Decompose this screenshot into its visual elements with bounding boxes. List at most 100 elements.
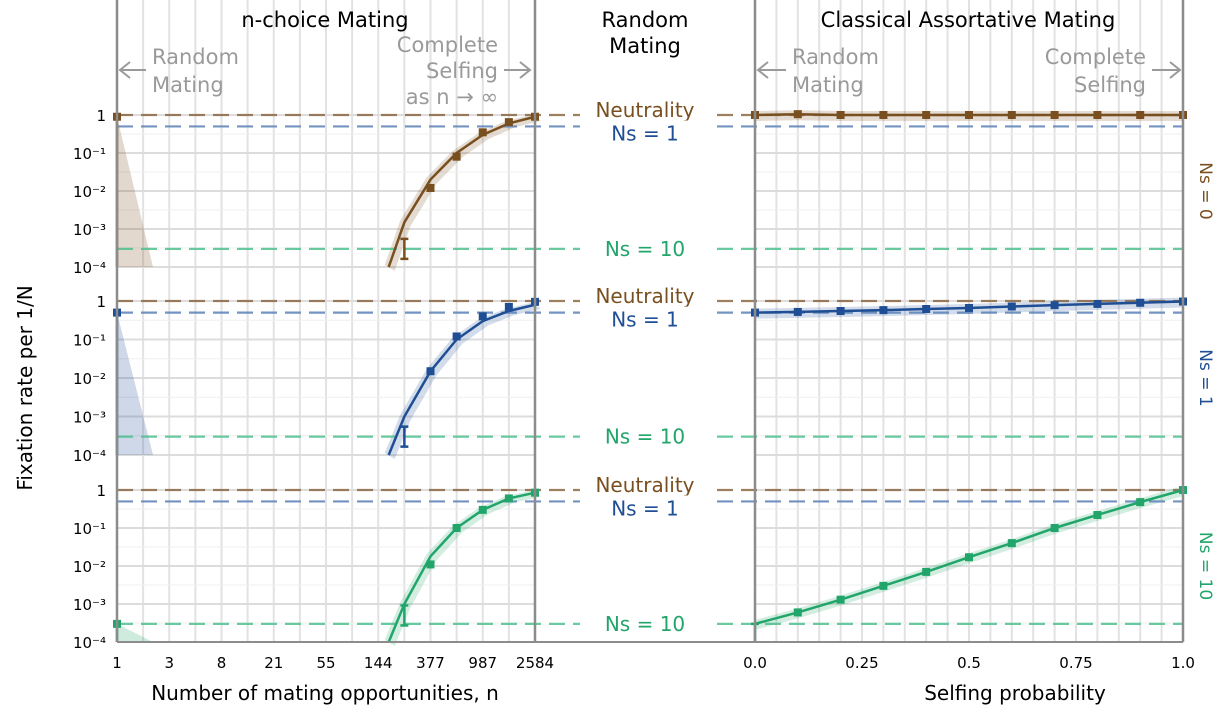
data-point — [452, 152, 461, 161]
annotation-left-random-line2: Mating — [152, 73, 224, 97]
band-left-start — [117, 312, 153, 455]
annotation-left-selfing-line3: as n → ∞ — [406, 85, 498, 109]
data-point — [793, 110, 802, 119]
arrow-right-selfing — [1152, 61, 1182, 79]
data-point — [426, 183, 435, 192]
x-tick-right: 0.5 — [957, 654, 981, 672]
x-tick-right: 0.75 — [1059, 654, 1092, 672]
x-axis-label-left: Number of mating opportunities, n — [151, 681, 499, 705]
annotation-left-random-line1: Random — [152, 45, 239, 69]
data-point — [879, 306, 888, 315]
data-point — [922, 111, 931, 119]
arrow-left-selfing — [504, 61, 532, 79]
arrow-right-random — [756, 61, 786, 79]
annotation-right-random-line1: Random — [792, 45, 879, 69]
data-point — [1136, 298, 1145, 307]
ref-label: Neutrality — [595, 98, 694, 122]
ref-label-bg — [580, 120, 710, 145]
data-point — [965, 303, 973, 312]
ref-label: Ns = 1 — [611, 496, 679, 520]
band-left-start — [117, 116, 153, 267]
x-tick-left: 377 — [416, 654, 445, 672]
x-tick-left: 55 — [316, 654, 335, 672]
x-tick-left: 2584 — [516, 654, 554, 672]
annotation-left-selfing-line1: Complete — [397, 33, 498, 57]
data-point — [504, 118, 513, 127]
y-tick: 10⁻¹ — [73, 332, 106, 350]
header-random-line1: Random — [602, 8, 689, 32]
ref-label-bg — [580, 423, 710, 448]
row-labels: Ns = 0 Ns = 1 Ns = 10 — [1195, 162, 1215, 600]
x-tick-left: 3 — [164, 654, 174, 672]
arrow-left-random — [118, 61, 146, 79]
data-point — [1007, 539, 1016, 548]
data-point — [426, 367, 435, 376]
series-left-curve — [387, 303, 536, 456]
data-point — [426, 560, 435, 569]
y-tick: 10⁻² — [73, 183, 106, 201]
ref-label-bg — [580, 283, 710, 307]
x-tick-right: 0.25 — [845, 654, 878, 672]
data-point — [965, 553, 973, 562]
annotation-right-random-line2: Mating — [792, 73, 864, 97]
header-classical: Classical Assortative Mating — [821, 8, 1116, 32]
x-tick-right: 1.0 — [1171, 654, 1195, 672]
ref-label-bg — [580, 306, 710, 331]
y-tick: 1 — [96, 107, 106, 125]
data-point — [1050, 301, 1059, 310]
data-point — [793, 307, 802, 316]
ref-label-bg — [580, 610, 710, 635]
row-label: Ns = 10 — [1195, 532, 1215, 600]
ref-label: Neutrality — [595, 473, 694, 497]
data-point — [922, 304, 931, 313]
y-axis-label: Fixation rate per 1/N — [13, 285, 37, 490]
annotation-right-selfing-line2: Selfing — [1074, 73, 1146, 97]
row-label: Ns = 0 — [1195, 162, 1215, 219]
x-tick-left: 1 — [112, 654, 122, 672]
data-point — [452, 332, 461, 341]
band-left-curve — [384, 490, 541, 646]
data-point — [478, 505, 487, 514]
ref-label-bg — [580, 97, 710, 121]
data-point — [836, 306, 845, 315]
data-point — [1093, 111, 1102, 119]
panel-frames — [115, 0, 1185, 643]
y-tick: 10⁻⁴ — [73, 447, 106, 465]
y-tick: 10⁻¹ — [73, 520, 106, 538]
data-point — [1093, 510, 1102, 519]
ref-label: Ns = 10 — [605, 612, 685, 636]
y-tick: 10⁻³ — [73, 409, 106, 427]
x-tick-right: 0.0 — [743, 654, 767, 672]
y-tick: 1 — [96, 293, 106, 311]
header-n-choice: n-choice Mating — [241, 8, 408, 32]
data-point — [478, 312, 487, 321]
ref-label: Neutrality — [595, 284, 694, 308]
ref-label: Ns = 1 — [611, 308, 679, 332]
annotation-arrows — [118, 61, 1182, 79]
band-left-curve — [384, 114, 541, 271]
y-tick: 10⁻¹ — [73, 145, 106, 163]
data-point — [922, 567, 931, 576]
ref-label-bg — [580, 495, 710, 520]
data-point — [1050, 111, 1059, 119]
data-point — [504, 494, 513, 503]
ref-label: Ns = 10 — [605, 237, 685, 261]
header-random-line2: Mating — [609, 34, 681, 58]
annotation-left-selfing-line2: Selfing — [426, 59, 498, 83]
data-point — [836, 111, 845, 119]
x-axis-label-right: Selfing probability — [924, 681, 1106, 705]
x-tick-left: 8 — [217, 654, 227, 672]
x-tick-left: 21 — [264, 654, 283, 672]
y-tick: 10⁻⁴ — [73, 259, 106, 277]
y-tick: 10⁻² — [73, 370, 106, 388]
ref-label: Ns = 10 — [605, 425, 685, 449]
ref-label: Ns = 1 — [611, 121, 679, 145]
y-tick: 10⁻² — [73, 558, 106, 576]
data-point — [1007, 302, 1016, 311]
data-point — [1007, 111, 1016, 119]
data-point — [1093, 299, 1102, 308]
x-tick-left: 144 — [364, 654, 393, 672]
band-left-start — [117, 623, 153, 642]
